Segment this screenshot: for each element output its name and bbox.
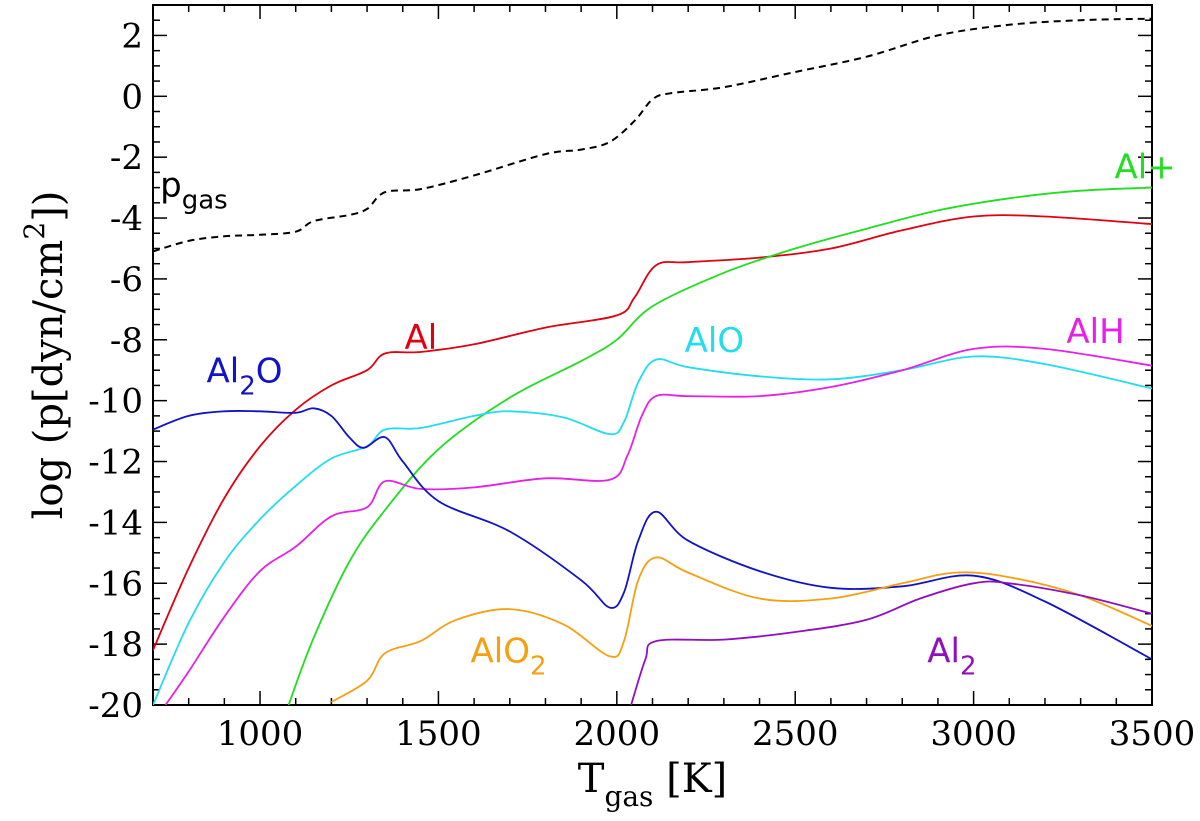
series-group [153, 17, 1152, 705]
x-tick-label: 3500 [1109, 714, 1196, 754]
series-label-main: AlO [685, 321, 744, 361]
y-tick-label: -4 [110, 199, 143, 239]
series-label-sub: gas [182, 186, 228, 216]
series-label-al2o: Al2O [207, 351, 283, 401]
series-line-pgas [153, 17, 1152, 253]
series-label-main: Al+ [1115, 147, 1176, 187]
x-axis-title-sub: gas [604, 780, 653, 813]
x-tick-label: 3000 [930, 714, 1017, 754]
series-label-al: Al [405, 318, 438, 358]
y-axis-title-a: log (p[dyn/cm [26, 240, 72, 520]
y-tick-label: 2 [121, 16, 143, 56]
series-label-main: Al [207, 351, 240, 391]
y-axis-title: log (p[dyn/cm2]) [18, 191, 72, 520]
y-axis-title-b: ]) [26, 191, 72, 222]
series-label-main: p [160, 166, 182, 206]
x-tick-label: 2500 [752, 714, 839, 754]
x-axis-title-main: T [578, 756, 605, 802]
y-tick-label: -12 [88, 443, 143, 483]
series-label-main: AlO [471, 631, 530, 671]
series-label-main: AlH [1066, 312, 1124, 352]
series-label-pgas: pgas [160, 166, 228, 216]
y-tick-label: -14 [88, 503, 143, 543]
series-label-sub: 2 [239, 371, 256, 401]
plot-frame [152, 4, 1153, 706]
series-line-alh [164, 345, 1152, 705]
x-tick-label: 1000 [217, 714, 304, 754]
series-line-alo [153, 355, 1152, 705]
series-label-main: Al [405, 318, 438, 358]
series-label-alo: AlO [685, 321, 744, 361]
y-tick-label: -2 [110, 138, 143, 178]
series-label-alo2: AlO2 [471, 631, 547, 681]
series-label-alh: AlH [1066, 312, 1124, 352]
y-tick-label: -10 [88, 382, 143, 422]
y-tick-label: -8 [110, 321, 143, 361]
y-tick-label: -20 [88, 686, 143, 726]
series-label-sub: 2 [960, 651, 977, 681]
y-tick-label: -18 [88, 625, 143, 665]
y-tick-label: 0 [121, 77, 143, 117]
y-axis-title-sup: 2 [18, 222, 51, 240]
x-axis-title-unit: [K] [653, 756, 727, 802]
series-label-al2: Al2 [927, 631, 976, 681]
x-axis-title: Tgas [K] [578, 756, 728, 813]
series-label-main: Al [927, 631, 960, 671]
y-tick-label: -6 [110, 260, 143, 300]
series-line-al [153, 214, 1152, 651]
series-line-al2 [630, 580, 1152, 705]
series-label-sub: 2 [530, 651, 547, 681]
y-tick-label: -16 [88, 564, 143, 604]
series-line-al- [287, 186, 1152, 705]
x-tick-label: 1500 [395, 714, 482, 754]
series-line-al2o [153, 407, 1152, 661]
series-line-alo2 [330, 556, 1152, 703]
x-tick-label: 2000 [574, 714, 661, 754]
series-label-post: O [256, 351, 283, 391]
tick-group: 1000 1500 2000 2500 3000 3500 2 0 -2 -4 -6 -8 -10 -12… [88, 4, 1196, 754]
series-label-al-: Al+ [1115, 147, 1176, 187]
